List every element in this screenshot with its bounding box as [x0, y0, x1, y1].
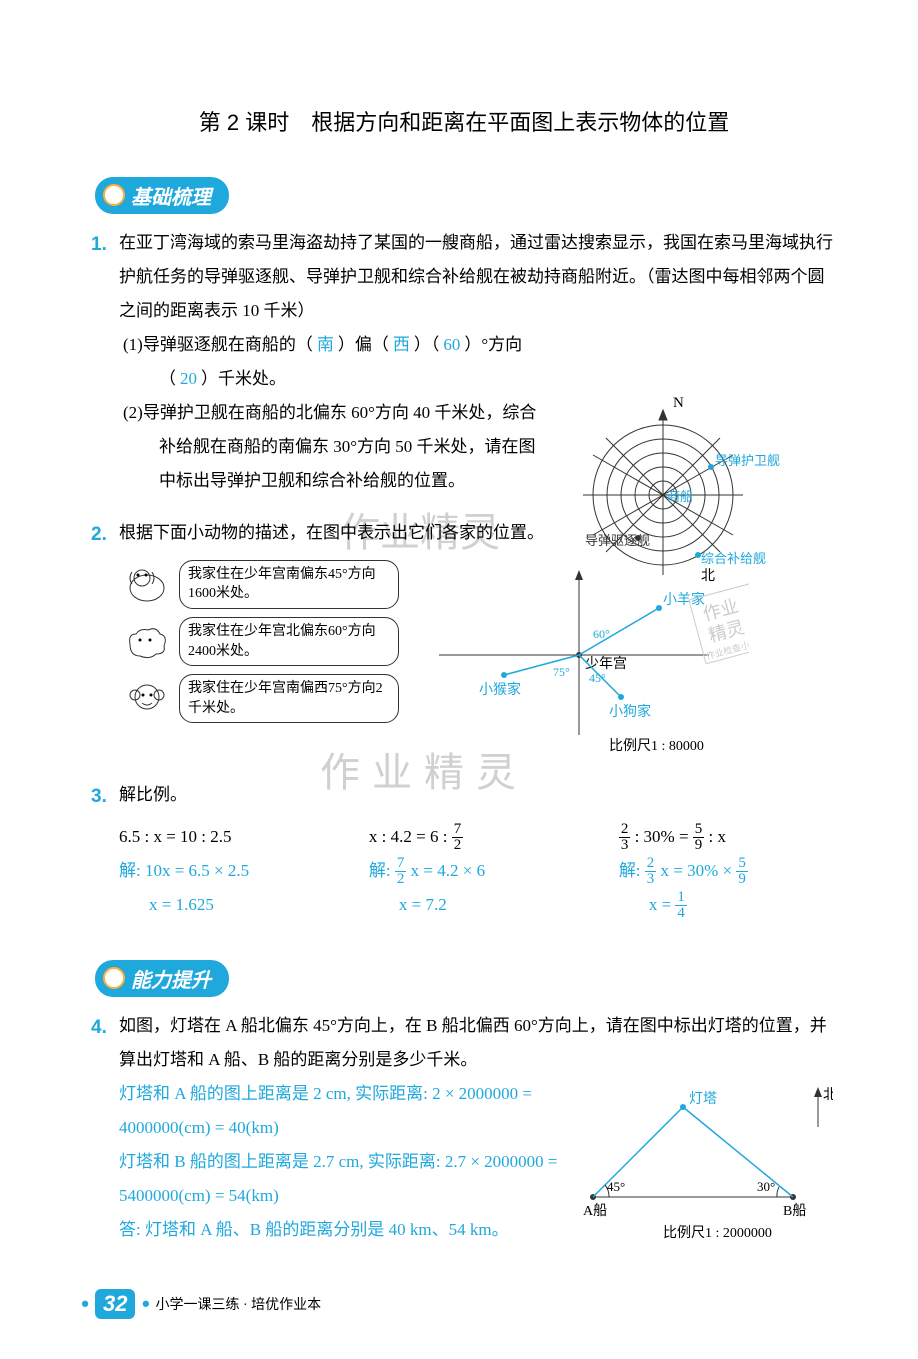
- svg-text:比例尺1 : 2000000: 比例尺1 : 2000000: [663, 1225, 772, 1241]
- svg-text:北: 北: [701, 568, 715, 584]
- radar-frigate: 导弹护卫舰: [715, 453, 780, 468]
- q1-p1-m1: ）偏（: [338, 335, 389, 354]
- q3c1-l1: 解: 10x = 6.5 × 2.5: [119, 854, 333, 888]
- q1-blank2: 西: [389, 335, 414, 354]
- section-basic-label: 基础梳理: [131, 181, 211, 210]
- bubble-monkey: 我家住在少年宫南偏西75°方向2千米处。: [179, 674, 399, 723]
- q1-p1-pre: (1)导弹驱逐舰在商船的（: [123, 335, 313, 354]
- question-3: 3. 解比例。 6.5 : x = 10 : 2.5 解: 10x = 6.5 …: [95, 778, 833, 922]
- clock-icon: [103, 184, 125, 206]
- svg-text:75°: 75°: [553, 665, 570, 679]
- q3c3-l1: 解: 23 x = 30% × 59: [619, 854, 833, 888]
- q3-col2: x : 4.2 = 6 : 72 解: 72 x = 4.2 × 6 x = 7…: [369, 820, 583, 922]
- svg-text:30°: 30°: [757, 1179, 775, 1194]
- svg-text:比例尺1 : 80000: 比例尺1 : 80000: [609, 738, 704, 754]
- q1-number: 1.: [91, 226, 107, 264]
- q1-blank4: 20: [176, 369, 201, 388]
- q1-part2: (2)导弹护卫舰在商船的北偏东 60°方向 40 千米处，综合补给舰在商船的南偏…: [123, 396, 549, 498]
- radar-n: N: [673, 395, 684, 411]
- q4-text: 如图，灯塔在 A 船北偏东 45°方向上，在 B 船北偏西 60°方向上，请在图…: [119, 1016, 827, 1069]
- q1-intro: 在亚丁湾海域的索马里海盗劫持了某国的一艘商船，通过雷达搜索显示，我国在索马里海域…: [119, 233, 833, 320]
- q3c3-eq: 23 : 30% = 59 : x: [619, 820, 833, 854]
- section-ability-badge: 能力提升: [95, 960, 229, 997]
- q1-p1-tail: ）千米处。: [201, 369, 286, 388]
- q3c2-l2: x = 7.2: [369, 888, 583, 922]
- page-footer: 32 小学一课三练 · 培优作业本: [95, 1289, 833, 1319]
- svg-text:少年宫: 少年宫: [585, 656, 627, 672]
- section-basic-badge: 基础梳理: [95, 177, 229, 214]
- page-title: 第 2 课时 根据方向和距离在平面图上表示物体的位置: [95, 105, 833, 137]
- footer-text: 小学一课三练 · 培优作业本: [155, 1294, 321, 1314]
- q4-answer: 灯塔和 A 船的图上距离是 2 cm, 实际距离: 2 × 2000000 = …: [119, 1077, 563, 1259]
- monkey-icon: [119, 676, 175, 722]
- svg-text:60°: 60°: [593, 627, 610, 641]
- svg-text:小猴家: 小猴家: [479, 681, 521, 698]
- q2-number: 2.: [91, 516, 107, 554]
- q3-number: 3.: [91, 778, 107, 816]
- q3-text: 解比例。: [119, 785, 187, 804]
- svg-text:B船: B船: [783, 1203, 806, 1219]
- clock-icon-2: [103, 967, 125, 989]
- bubble-dog: 我家住在少年宫南偏东45°方向1600米处。: [179, 560, 399, 609]
- q4-l0: 灯塔和 A 船的图上距离是 2 cm, 实际距离: 2 × 2000000 =: [119, 1077, 563, 1111]
- svg-text:灯塔: 灯塔: [689, 1091, 717, 1107]
- svg-text:45°: 45°: [589, 671, 606, 685]
- q4-l1: 4000000(cm) = 40(km): [119, 1111, 563, 1145]
- svg-text:小狗家: 小狗家: [609, 703, 651, 720]
- q2-text: 根据下面小动物的描述，在图中表示出它们各家的位置。: [119, 523, 544, 542]
- dog-icon: [119, 561, 175, 607]
- q1-part1: (1)导弹驱逐舰在商船的（南）偏（西）（60）°方向（20）千米处。: [123, 328, 549, 396]
- q4-number: 4.: [91, 1009, 107, 1047]
- q3-col1: 6.5 : x = 10 : 2.5 解: 10x = 6.5 × 2.5 x …: [119, 820, 333, 922]
- radar-center: 商船: [667, 489, 693, 504]
- q1-blank1: 南: [313, 335, 338, 354]
- q3c1-eq: 6.5 : x = 10 : 2.5: [119, 820, 333, 854]
- bubble-sheep: 我家住在少年宫北偏东60°方向2400米处。: [179, 617, 399, 666]
- animal-bubbles: 我家住在少年宫南偏东45°方向1600米处。 我家住在少年宫北偏东60°方向24…: [119, 560, 399, 760]
- sheep-icon: [119, 619, 175, 665]
- question-2: 2. 根据下面小动物的描述，在图中表示出它们各家的位置。 我家住在少年宫南偏东4…: [95, 516, 833, 760]
- q3c2-l1: 解: 72 x = 4.2 × 6: [369, 854, 583, 888]
- q3c3-l2: x = 14: [619, 888, 833, 922]
- q1-p1-m2: ）（: [414, 335, 440, 354]
- svg-text:小羊家: 小羊家: [663, 591, 705, 608]
- svg-text:45°: 45°: [607, 1179, 625, 1194]
- q3c1-l2: x = 1.625: [119, 888, 333, 922]
- svg-text:北: 北: [823, 1087, 833, 1103]
- q3-col3: 23 : 30% = 59 : x 解: 23 x = 30% × 59 x =…: [619, 820, 833, 922]
- q2-diagram: 北 少年宫 小羊家 60° 小狗家 45°: [409, 560, 749, 760]
- section-ability-label: 能力提升: [131, 964, 211, 993]
- q4-l2: 灯塔和 B 船的图上距离是 2.7 cm, 实际距离: 2.7 × 200000…: [119, 1145, 563, 1179]
- page-number: 32: [95, 1289, 135, 1319]
- q4-l4: 答: 灯塔和 A 船、B 船的距离分别是 40 km、54 km。: [119, 1213, 563, 1247]
- q1-blank3: 60: [439, 335, 464, 354]
- q3c2-eq: x : 4.2 = 6 : 72: [369, 820, 583, 854]
- q4-diagram: 北 A船 B船 灯塔 45° 30° 比例尺1: [573, 1077, 833, 1259]
- q4-l3: 5400000(cm) = 54(km): [119, 1179, 563, 1213]
- question-4: 4. 如图，灯塔在 A 船北偏东 45°方向上，在 B 船北偏西 60°方向上，…: [95, 1009, 833, 1259]
- svg-text:A船: A船: [583, 1203, 607, 1219]
